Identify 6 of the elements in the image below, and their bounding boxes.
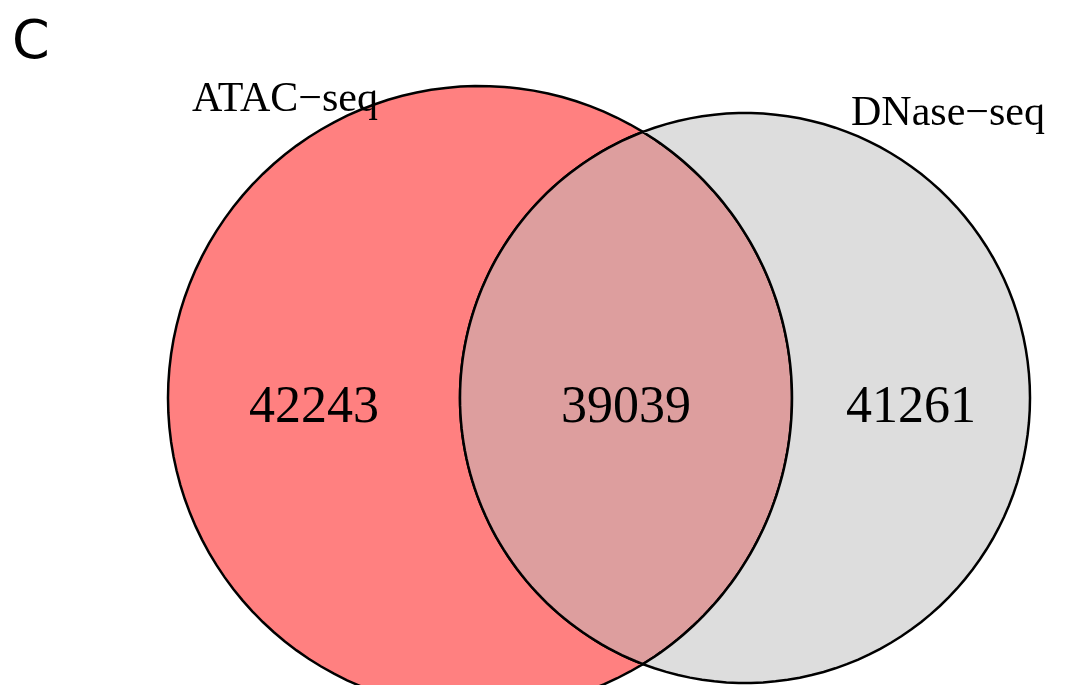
data-label: 41261 [846,376,976,433]
text: DNase−seq [851,88,1045,134]
data-label: 42243 [249,376,379,433]
data-label: 39039 [561,376,691,433]
text: ATAC−seq [192,74,378,120]
text: C [12,8,50,71]
